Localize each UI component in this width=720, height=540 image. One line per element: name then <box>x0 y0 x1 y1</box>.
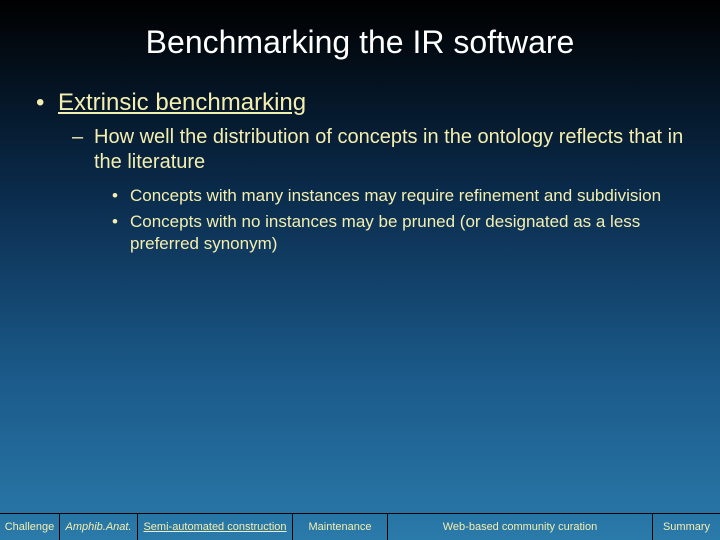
footer-tab[interactable]: Summary <box>653 514 720 540</box>
bullet-level3: • Concepts with many instances may requi… <box>112 185 684 207</box>
footer-tab[interactable]: Maintenance <box>293 514 388 540</box>
bullet-level2: – How well the distribution of concepts … <box>72 125 684 175</box>
bullet-marker: • <box>112 211 130 233</box>
footer-tab[interactable]: Web-based community curation <box>388 514 653 540</box>
footer-tab[interactable]: Semi-automated construction <box>138 514 293 540</box>
bullet-text: Concepts with no instances may be pruned… <box>130 211 684 255</box>
bullet-level1: • Extrinsic benchmarking <box>36 89 684 117</box>
bullet-marker: – <box>72 125 94 150</box>
footer-tab[interactable]: Amphib.Anat. <box>60 514 138 540</box>
bullet-text: Extrinsic benchmarking <box>58 89 306 117</box>
bullet-level3: • Concepts with no instances may be prun… <box>112 211 684 255</box>
slide: Benchmarking the IR software • Extrinsic… <box>0 0 720 540</box>
footer-nav: ChallengeAmphib.Anat.Semi-automated cons… <box>0 513 720 540</box>
bullet-text: Concepts with many instances may require… <box>130 185 661 207</box>
bullet-marker: • <box>112 185 130 207</box>
bullet-text: How well the distribution of concepts in… <box>94 125 684 175</box>
footer-tab[interactable]: Challenge <box>0 514 60 540</box>
slide-content: • Extrinsic benchmarking – How well the … <box>0 61 720 255</box>
bullet-marker: • <box>36 89 58 117</box>
slide-title: Benchmarking the IR software <box>0 0 720 61</box>
